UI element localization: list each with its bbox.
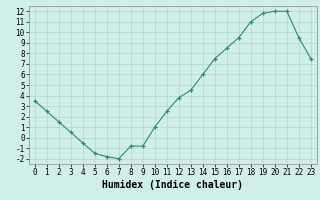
X-axis label: Humidex (Indice chaleur): Humidex (Indice chaleur)	[102, 180, 243, 190]
